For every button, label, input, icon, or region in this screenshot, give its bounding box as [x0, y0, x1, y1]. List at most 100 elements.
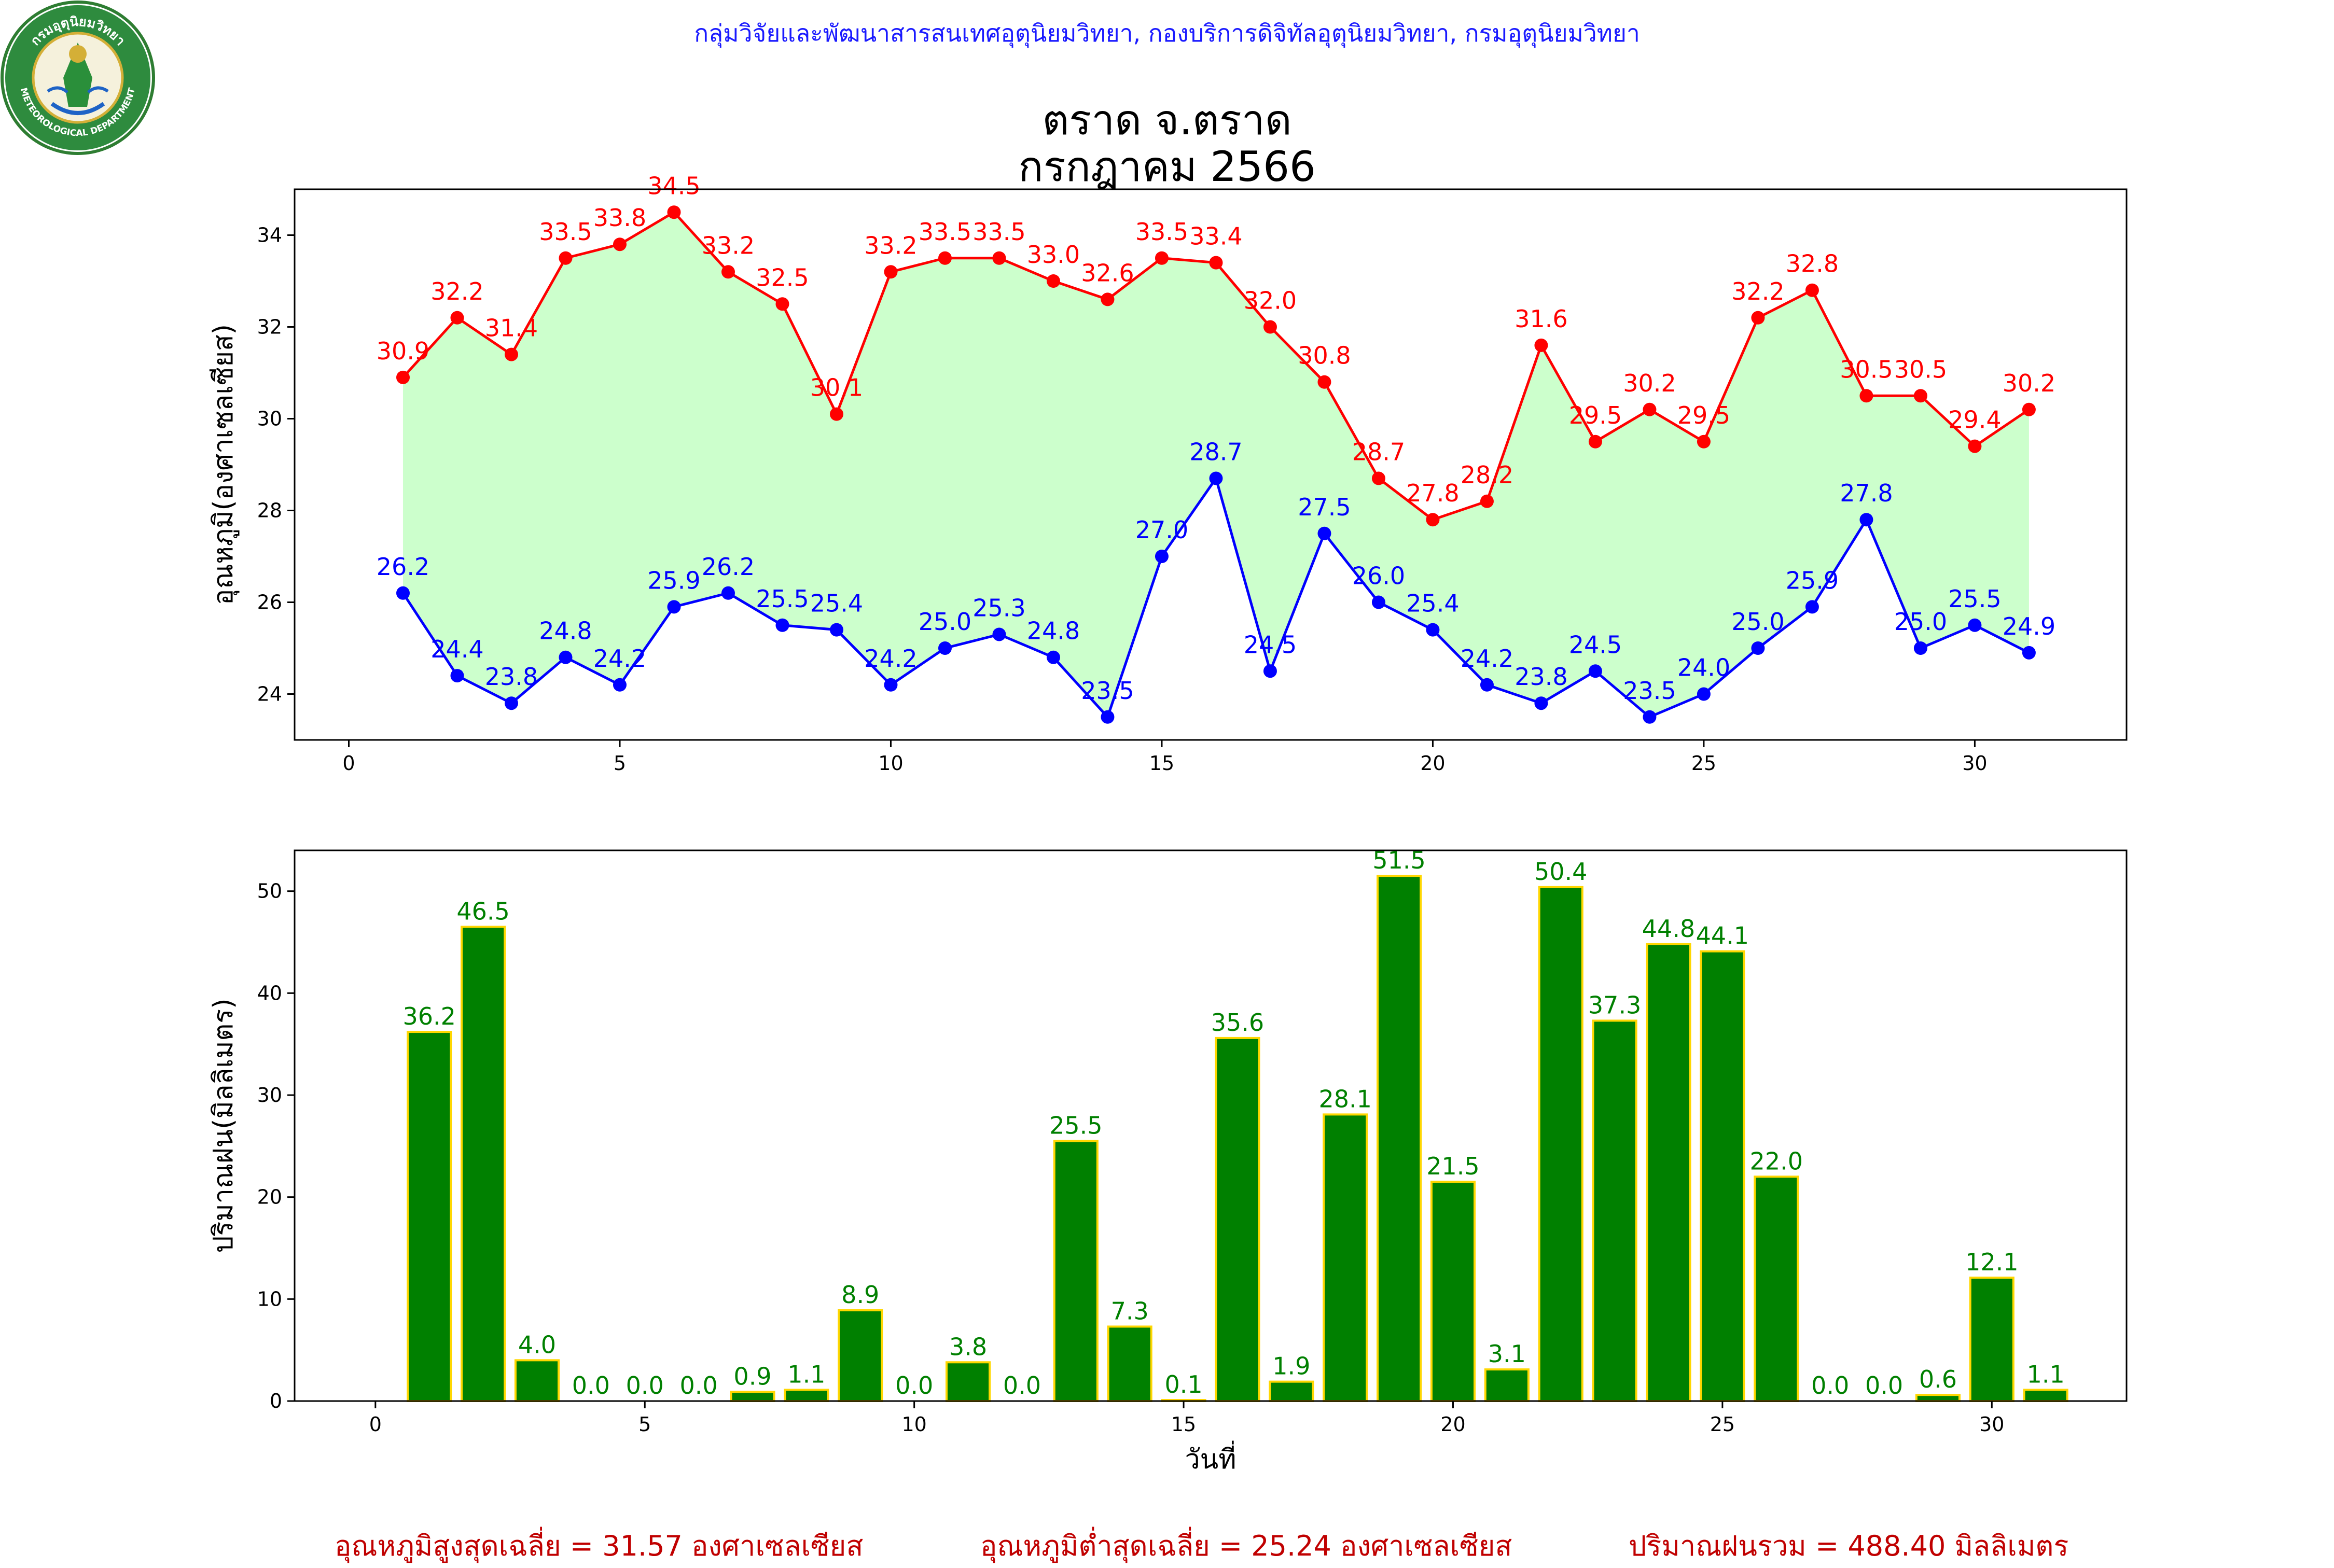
rain-data-label: 8.9 — [841, 1281, 879, 1309]
rain-data-label: 0.9 — [733, 1362, 771, 1390]
max-temperature-point — [1155, 251, 1169, 265]
min-temperature-data-label: 25.5 — [1948, 585, 2001, 613]
max-temperature-point — [1426, 513, 1440, 527]
y-axis-label: อุณหภูมิ(องศาเซลเซียส) — [208, 324, 240, 605]
min-temperature-data-label: 27.5 — [1298, 493, 1351, 521]
max-temperature-data-label: 34.5 — [647, 172, 700, 200]
max-temperature-data-label: 33.2 — [864, 231, 917, 259]
summary-min-average: อุณหภูมิต่ำสุดเฉลี่ย = 25.24 องศาเซลเซีย… — [980, 1530, 1512, 1562]
x-tick-label: 10 — [901, 1413, 926, 1436]
x-tick-label: 5 — [614, 752, 626, 775]
min-temperature-data-label: 24.2 — [864, 645, 917, 673]
min-temperature-point — [559, 650, 573, 664]
plot-frame — [294, 188, 2128, 741]
x-tick-label: 15 — [1171, 1413, 1196, 1436]
y-tick-label: 28 — [257, 499, 282, 522]
max-temperature-data-label: 33.5 — [539, 218, 592, 246]
summary-max-average: อุณหภูมิสูงสุดเฉลี่ย = 31.57 องศาเซลเซีย… — [335, 1530, 864, 1562]
min-temperature-data-label: 25.3 — [973, 594, 1025, 622]
min-temperature-point — [1155, 550, 1169, 563]
max-temperature-point — [938, 251, 952, 265]
y-tick-label: 50 — [257, 880, 282, 903]
y-tick-label: 32 — [257, 316, 282, 339]
temperature-chart: 30.932.231.433.5 33.834.533.232.530.133.2… — [208, 172, 2128, 775]
max-temperature-data-label: 31.6 — [1515, 305, 1567, 333]
min-temperature-data-label: 24.8 — [539, 617, 592, 645]
max-temperature-point — [1046, 274, 1060, 288]
rain-bar — [1538, 886, 1583, 1403]
max-temperature-point — [1643, 402, 1657, 416]
y-tick-label: 24 — [257, 683, 282, 706]
summary-rain-total: ปริมาณฝนรวม = 488.40 มิลลิเมตร — [1629, 1530, 2069, 1562]
rain-data-label: 44.8 — [1642, 915, 1695, 943]
y-tick-label: 40 — [257, 982, 282, 1004]
min-temperature-point — [992, 627, 1006, 641]
temperature-range-fill — [402, 212, 2029, 717]
x-tick-label: 5 — [638, 1413, 651, 1436]
min-temperature-point — [721, 586, 735, 600]
max-temperature-data-label: 30.8 — [1298, 342, 1351, 370]
rain-bar — [1269, 1380, 1314, 1402]
x-axis-label: วันที่ — [1185, 1440, 1236, 1475]
min-temperature-point — [1209, 471, 1223, 485]
rain-bar — [1915, 1394, 1961, 1402]
rain-bar — [514, 1359, 560, 1402]
min-temperature-data-label: 24.2 — [1461, 645, 1513, 673]
min-temperature-data-label: 25.4 — [1406, 590, 1459, 618]
max-temperature-point — [775, 297, 789, 311]
chart-title-station: ตราด จ.ตราด — [1042, 96, 1292, 144]
max-temperature-point — [559, 251, 573, 265]
x-tick-label: 20 — [1420, 752, 1445, 775]
max-temperature-data-label: 30.5 — [1840, 355, 1893, 383]
min-temperature-data-label: 25.9 — [1786, 566, 1839, 594]
max-temperature-point — [396, 370, 410, 384]
rain-bar — [1700, 950, 1745, 1402]
max-temperature-data-label: 32.6 — [1081, 259, 1134, 287]
rain-data-label: 0.0 — [626, 1371, 664, 1399]
max-temperature-point — [667, 205, 681, 219]
x-tick-label: 15 — [1149, 752, 1174, 775]
x-tick-label: 0 — [369, 1413, 382, 1436]
min-temperature-point — [1317, 526, 1331, 540]
rain-data-label: 21.5 — [1426, 1152, 1479, 1180]
max-temperature-point — [2022, 402, 2036, 416]
min-temperature-point — [450, 669, 464, 683]
rain-data-label: 0.0 — [895, 1371, 933, 1399]
rain-bar — [407, 1031, 452, 1402]
y-tick-label: 20 — [257, 1186, 282, 1209]
min-temperature-data-label: 24.8 — [1027, 617, 1080, 645]
max-temperature-data-label: 30.5 — [1894, 355, 1947, 383]
rain-bar — [1323, 1113, 1368, 1403]
max-temperature-data-label: 33.5 — [1135, 218, 1188, 246]
min-temperature-point — [1913, 641, 1927, 655]
rain-data-label: 25.5 — [1049, 1112, 1102, 1140]
max-temperature-point — [1913, 389, 1927, 403]
min-temperature-data-label: 25.9 — [647, 566, 700, 594]
y-tick-label: 26 — [257, 591, 282, 614]
min-temperature-data-label: 25.0 — [919, 608, 971, 636]
y-tick-label: 30 — [257, 1084, 282, 1107]
rain-data-label: 0.0 — [680, 1371, 718, 1399]
x-tick-label: 25 — [1691, 752, 1716, 775]
rain-data-label: 36.2 — [402, 1002, 455, 1030]
max-temperature-data-label: 31.4 — [485, 314, 538, 342]
rain-bar — [1053, 1140, 1099, 1402]
meteorological-department-logo: กรมอุตุนิยมวิทยา METEOROLOGICAL DEPARTME… — [1, 1, 155, 155]
min-temperature-data-label: 24.0 — [1677, 654, 1730, 682]
max-temperature-data-label: 28.2 — [1461, 461, 1513, 489]
y-axis-label: ปริมาณฝน(มิลลิเมตร) — [208, 998, 239, 1253]
rain-data-label: 7.3 — [1111, 1297, 1149, 1325]
y-tick-label: 0 — [270, 1390, 282, 1412]
max-temperature-data-label: 33.8 — [593, 204, 646, 232]
rain-bar — [838, 1309, 883, 1402]
rain-data-label: 0.1 — [1164, 1370, 1202, 1398]
y-tick-label: 10 — [257, 1287, 282, 1310]
rain-bar — [1592, 1019, 1637, 1402]
rain-data-label: 22.0 — [1750, 1147, 1803, 1175]
max-temperature-data-label: 33.5 — [919, 218, 971, 246]
min-temperature-point — [504, 696, 518, 710]
min-temperature-data-label: 23.5 — [1623, 677, 1676, 705]
min-temperature-point — [938, 641, 952, 655]
min-temperature-data-label: 23.5 — [1081, 677, 1134, 705]
rain-data-label: 50.4 — [1534, 858, 1587, 886]
